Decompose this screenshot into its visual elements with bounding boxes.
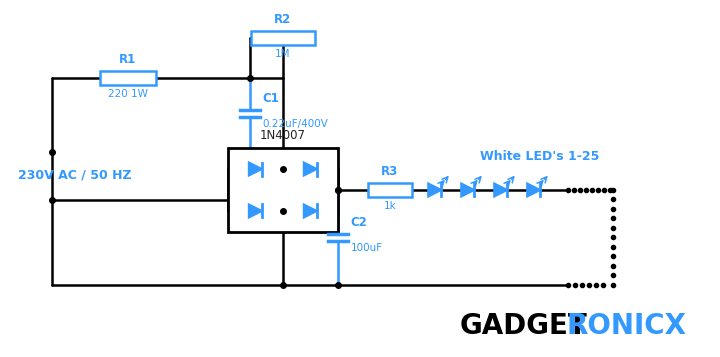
- Text: 220 1W: 220 1W: [108, 89, 148, 99]
- Polygon shape: [249, 162, 262, 176]
- Text: R2: R2: [274, 13, 292, 26]
- Text: R3: R3: [381, 165, 398, 178]
- Text: 100uF: 100uF: [351, 243, 383, 253]
- Bar: [228, 148, 338, 232]
- Bar: [100, 71, 156, 85]
- Text: 230V AC / 50 HZ: 230V AC / 50 HZ: [18, 169, 132, 181]
- Text: 0.22uF/400V: 0.22uF/400V: [263, 119, 329, 129]
- Text: 1k: 1k: [384, 201, 396, 211]
- Bar: [251, 31, 315, 45]
- Text: C1: C1: [263, 92, 280, 105]
- Polygon shape: [304, 205, 317, 217]
- Text: 1M: 1M: [275, 49, 291, 59]
- Text: C2: C2: [351, 216, 368, 230]
- Polygon shape: [494, 183, 507, 196]
- Text: RONICX: RONICX: [567, 312, 687, 340]
- Text: White LED's 1-25: White LED's 1-25: [480, 150, 599, 163]
- Text: R1: R1: [120, 53, 137, 66]
- Polygon shape: [249, 205, 262, 217]
- Polygon shape: [462, 183, 474, 196]
- Text: 1N4007: 1N4007: [260, 129, 306, 142]
- Bar: [368, 183, 412, 197]
- Polygon shape: [428, 183, 441, 196]
- Text: GADGET: GADGET: [460, 312, 588, 340]
- Polygon shape: [304, 162, 317, 176]
- Polygon shape: [527, 183, 540, 196]
